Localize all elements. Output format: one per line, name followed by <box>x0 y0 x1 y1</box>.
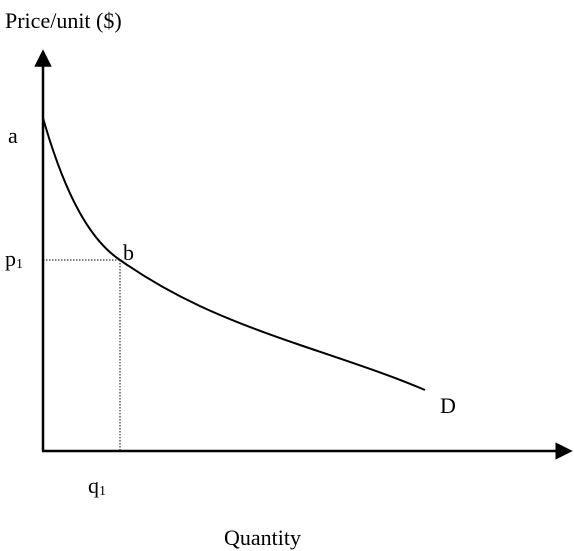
label-a: a <box>8 123 18 148</box>
label-p1: p1 <box>5 246 23 272</box>
label-b: b <box>123 240 134 265</box>
label-p-sub: 1 <box>16 257 23 272</box>
label-q-sub: 1 <box>99 484 106 499</box>
y-axis-label: Price/unit ($) <box>5 8 122 33</box>
label-d: D <box>440 393 456 418</box>
x-axis-label: Quantity <box>224 525 301 550</box>
label-p: p <box>5 246 16 271</box>
label-q1: q1 <box>88 473 106 499</box>
demand-curve <box>42 117 426 391</box>
label-q: q <box>88 473 99 498</box>
